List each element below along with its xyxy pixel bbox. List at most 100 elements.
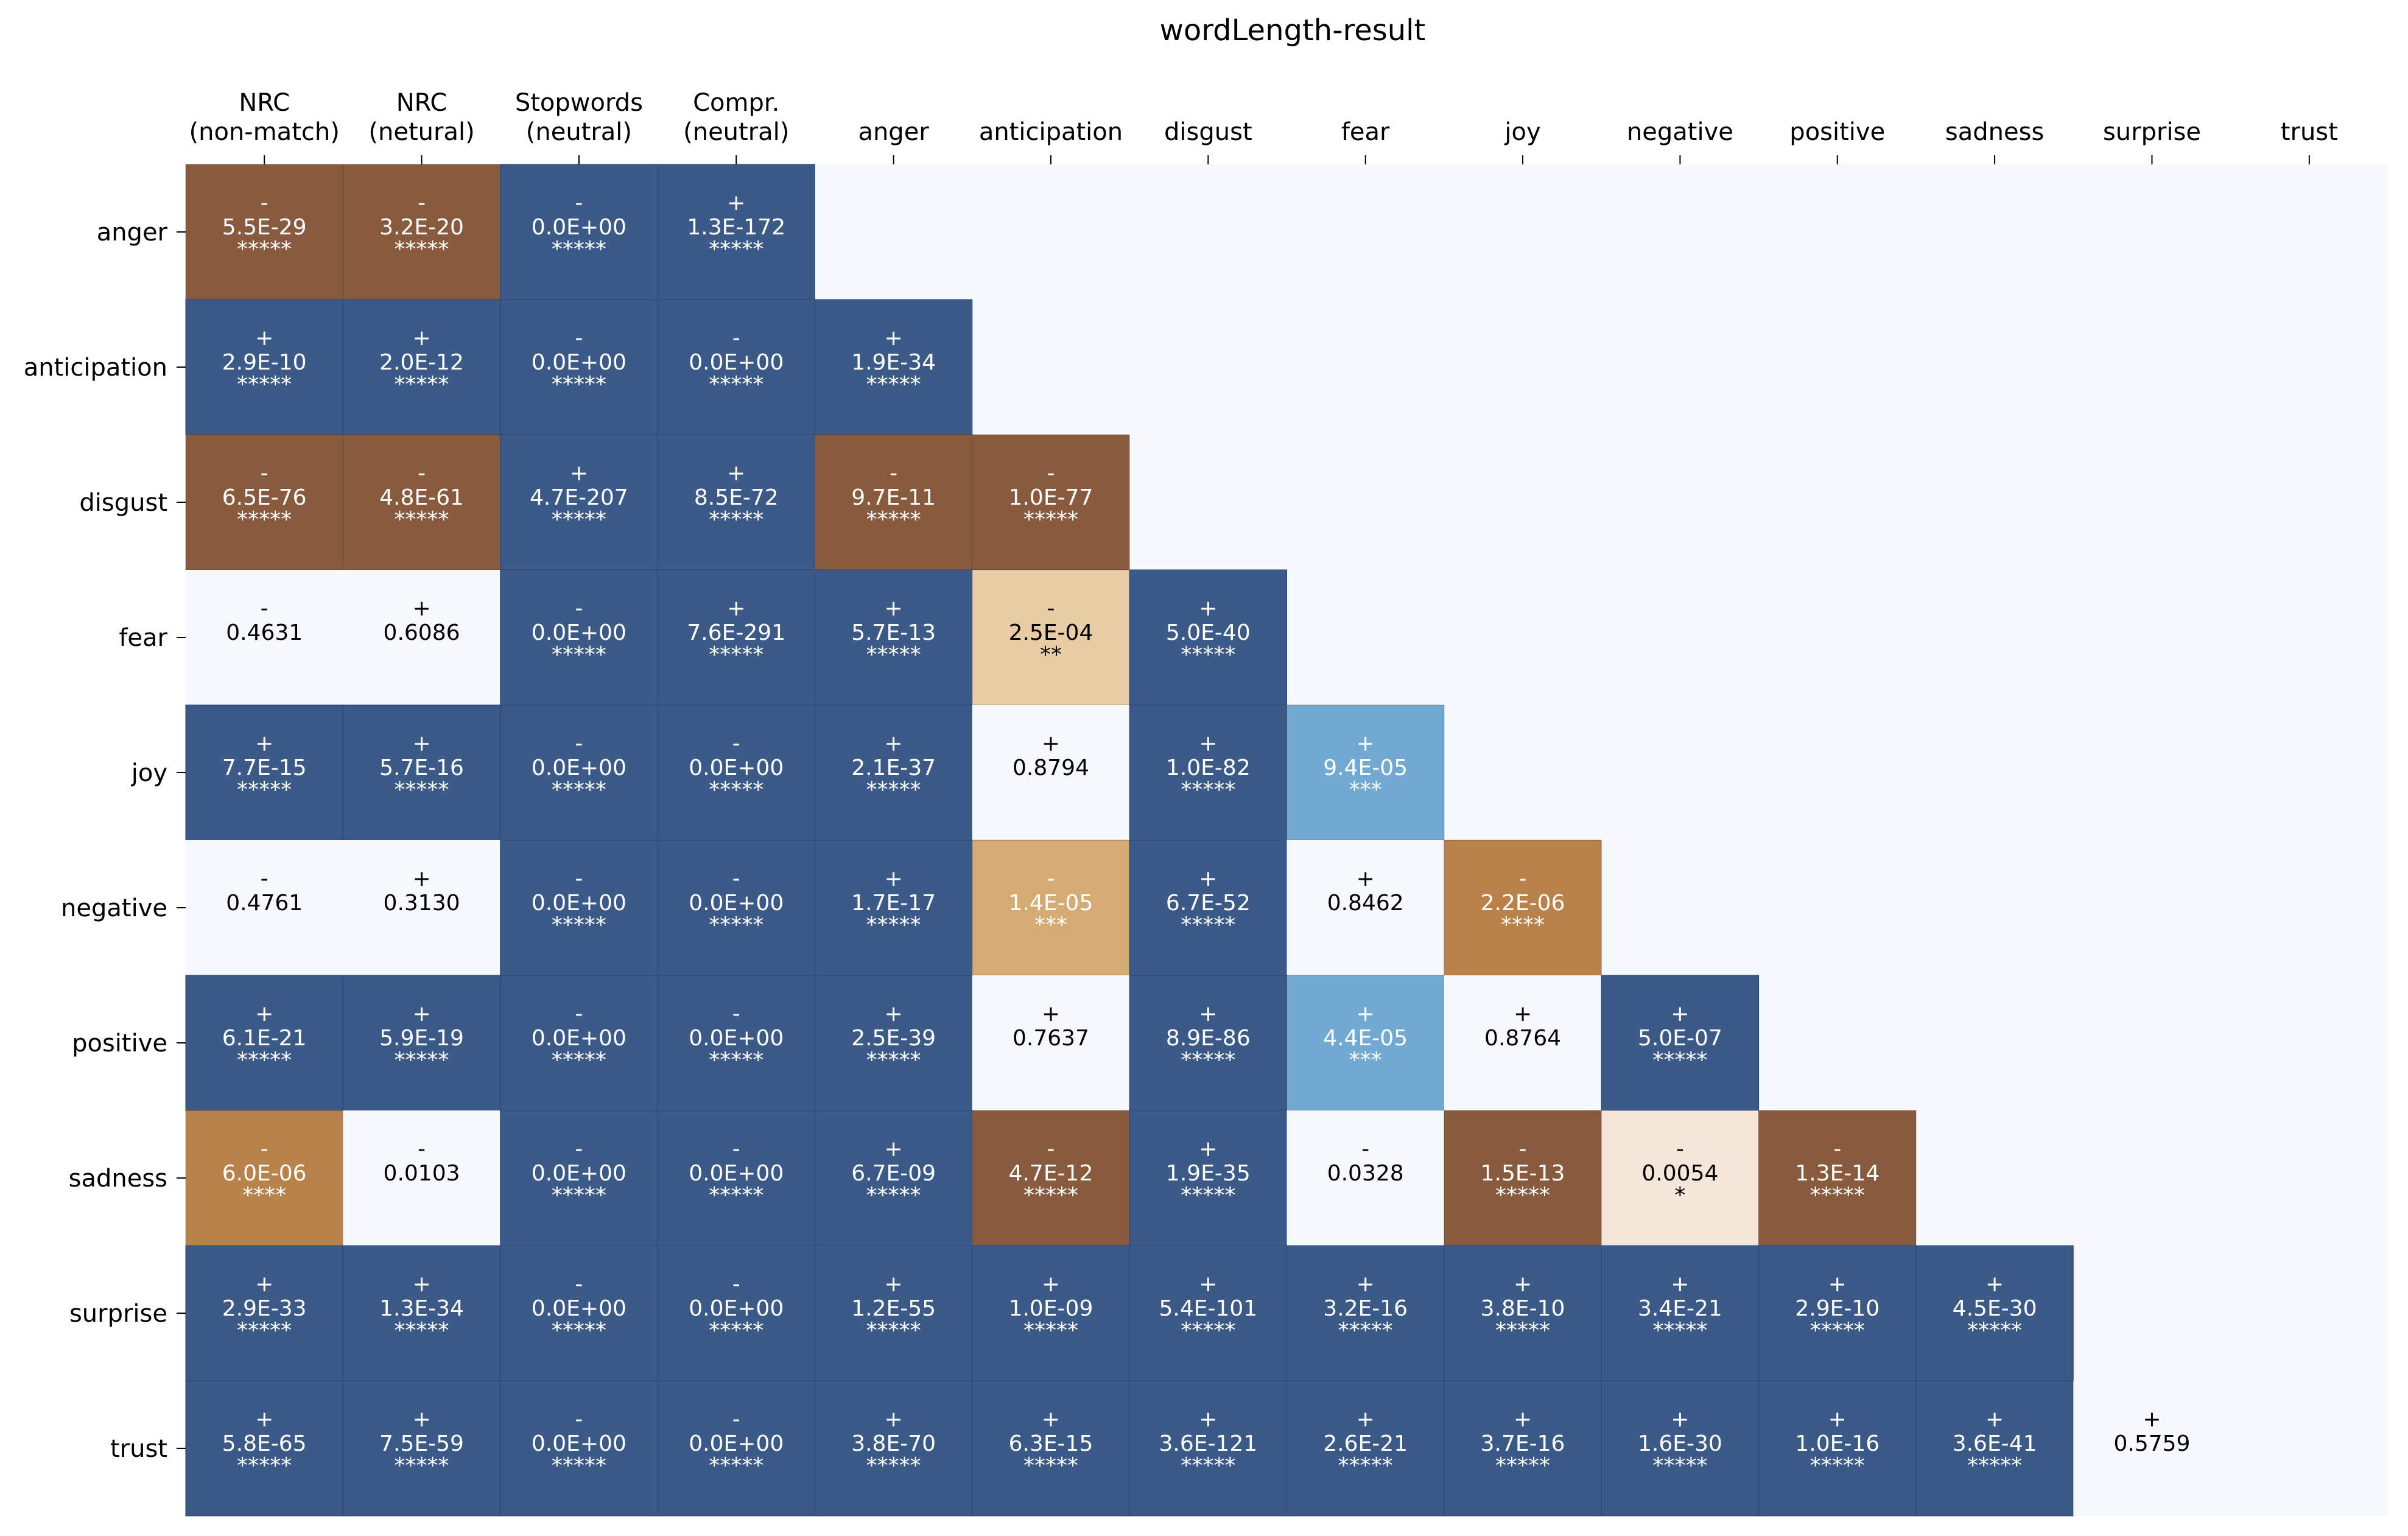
cell-rect bbox=[1129, 704, 1287, 841]
cell-stars: ***** bbox=[395, 1453, 449, 1478]
cell-stars: ***** bbox=[709, 1453, 763, 1478]
cell-p-value: 4.4E-05 bbox=[1323, 1026, 1408, 1051]
heatmap-cell: +1.6E-30***** bbox=[1601, 1380, 1760, 1517]
cell-sign: + bbox=[1357, 1272, 1375, 1297]
cell-rect bbox=[972, 975, 1130, 1110]
heatmap-cell: +6.7E-52***** bbox=[1129, 840, 1287, 976]
cell-rect bbox=[814, 569, 973, 706]
cell-stars: ***** bbox=[1338, 1453, 1393, 1478]
cell-sign: - bbox=[1519, 1137, 1527, 1162]
cell-rect bbox=[1286, 975, 1445, 1111]
cell-stars: ***** bbox=[709, 237, 763, 262]
cell-p-value: 8.9E-86 bbox=[1166, 1026, 1251, 1051]
heatmap-cell: +7.7E-15***** bbox=[185, 704, 343, 841]
x-tick-label: trust bbox=[2281, 118, 2338, 146]
cell-rect bbox=[1286, 1380, 1445, 1517]
cell-sign: + bbox=[1042, 1272, 1060, 1297]
cell-p-value: 3.2E-20 bbox=[379, 215, 464, 240]
cell-sign: - bbox=[1676, 1137, 1684, 1162]
cell-p-value: 2.1E-37 bbox=[851, 756, 936, 780]
heatmap-cell: +1.0E-82***** bbox=[1129, 704, 1287, 841]
cell-stars: ***** bbox=[709, 1183, 763, 1208]
cell-sign: + bbox=[1671, 1001, 1689, 1026]
cell-p-value: 0.4761 bbox=[226, 891, 303, 916]
cell-sign: - bbox=[732, 1407, 740, 1432]
cell-stars: ***** bbox=[709, 507, 763, 532]
x-tick-label: Compr. bbox=[693, 89, 779, 117]
x-tick-label: (non-match) bbox=[189, 118, 340, 146]
cell-sign: + bbox=[1199, 731, 1217, 756]
cell-rect bbox=[972, 1245, 1130, 1381]
cell-sign: + bbox=[1199, 1001, 1217, 1026]
cell-sign: + bbox=[885, 731, 903, 756]
cell-stars: ***** bbox=[1181, 777, 1235, 802]
heatmap-cells: -5.5E-29*****-3.2E-20*****-0.0E+00*****+… bbox=[185, 164, 2231, 1517]
y-tick-label: trust bbox=[110, 1435, 167, 1463]
cell-sign: - bbox=[575, 731, 583, 756]
heatmap-cell: -9.7E-11***** bbox=[814, 434, 973, 570]
heatmap-cell: -0.0E+00***** bbox=[657, 840, 815, 976]
cell-p-value: 4.8E-61 bbox=[379, 485, 464, 510]
cell-sign: - bbox=[1047, 1137, 1055, 1162]
cell-p-value: 2.5E-04 bbox=[1009, 620, 1093, 645]
heatmap-cell: +5.4E-101***** bbox=[1129, 1245, 1287, 1381]
cell-sign: - bbox=[418, 1137, 426, 1162]
cell-p-value: 2.9E-10 bbox=[1795, 1296, 1880, 1321]
cell-stars: ***** bbox=[552, 507, 606, 532]
cell-rect bbox=[342, 164, 501, 300]
cell-stars: ***** bbox=[709, 777, 763, 802]
cell-p-value: 1.9E-35 bbox=[1166, 1161, 1251, 1186]
y-tick-label: negative bbox=[61, 894, 167, 922]
cell-rect bbox=[500, 299, 658, 435]
cell-sign: - bbox=[1047, 866, 1055, 891]
cell-rect bbox=[1444, 1110, 1602, 1246]
y-tick-label: fear bbox=[119, 624, 167, 652]
cell-p-value: 1.3E-14 bbox=[1795, 1161, 1880, 1186]
cell-p-value: 0.0E+00 bbox=[532, 350, 627, 375]
cell-sign: + bbox=[255, 1407, 273, 1432]
cell-sign: - bbox=[732, 866, 740, 891]
cell-sign: - bbox=[418, 191, 426, 216]
cell-p-value: 1.0E-09 bbox=[1009, 1296, 1093, 1321]
chart-title: wordLength-result bbox=[1160, 13, 1426, 47]
cell-stars: ***** bbox=[1810, 1318, 1865, 1343]
cell-stars: ***** bbox=[552, 237, 606, 262]
heatmap-cell: -0.0E+00***** bbox=[657, 299, 815, 435]
y-tick-label: anger bbox=[97, 219, 168, 247]
heatmap-cell: -0.4761 bbox=[186, 840, 343, 975]
heatmap-cell: +0.5759 bbox=[2073, 1381, 2231, 1516]
heatmap-cell: +0.6086 bbox=[343, 570, 500, 705]
cell-rect bbox=[657, 299, 815, 435]
heatmap-cell: +3.8E-10***** bbox=[1444, 1245, 1602, 1381]
cell-rect bbox=[972, 434, 1130, 570]
cell-rect bbox=[1758, 1110, 1917, 1246]
cell-sign: + bbox=[1357, 1001, 1375, 1026]
cell-sign: + bbox=[1042, 731, 1060, 756]
cell-p-value: 0.4631 bbox=[226, 620, 303, 645]
cell-stars: ***** bbox=[1495, 1453, 1550, 1478]
cell-sign: - bbox=[1047, 461, 1055, 486]
heatmap-cell: +3.6E-121***** bbox=[1129, 1380, 1287, 1517]
cell-sign: + bbox=[1199, 866, 1217, 891]
cell-stars: ***** bbox=[1181, 1318, 1235, 1343]
cell-p-value: 0.0E+00 bbox=[689, 350, 784, 375]
cell-stars: ***** bbox=[1181, 1183, 1235, 1208]
cell-rect bbox=[1444, 840, 1602, 976]
cell-stars: ***** bbox=[237, 1453, 292, 1478]
cell-rect bbox=[185, 1110, 343, 1246]
cell-sign: - bbox=[575, 866, 583, 891]
cell-rect bbox=[342, 704, 501, 841]
x-tick-label: anticipation bbox=[979, 118, 1123, 146]
cell-p-value: 3.7E-16 bbox=[1481, 1431, 1565, 1456]
cell-sign: + bbox=[412, 866, 430, 891]
cell-stars: ***** bbox=[395, 507, 449, 532]
cell-rect bbox=[1129, 1110, 1287, 1246]
cell-stars: ***** bbox=[552, 913, 606, 938]
cell-rect bbox=[342, 299, 501, 435]
cell-rect bbox=[500, 975, 658, 1111]
cell-sign: - bbox=[575, 596, 583, 621]
heatmap-cell: +8.9E-86***** bbox=[1129, 975, 1287, 1111]
cell-stars: **** bbox=[242, 1183, 286, 1208]
cell-rect bbox=[342, 975, 501, 1111]
cell-sign: + bbox=[1828, 1272, 1847, 1297]
